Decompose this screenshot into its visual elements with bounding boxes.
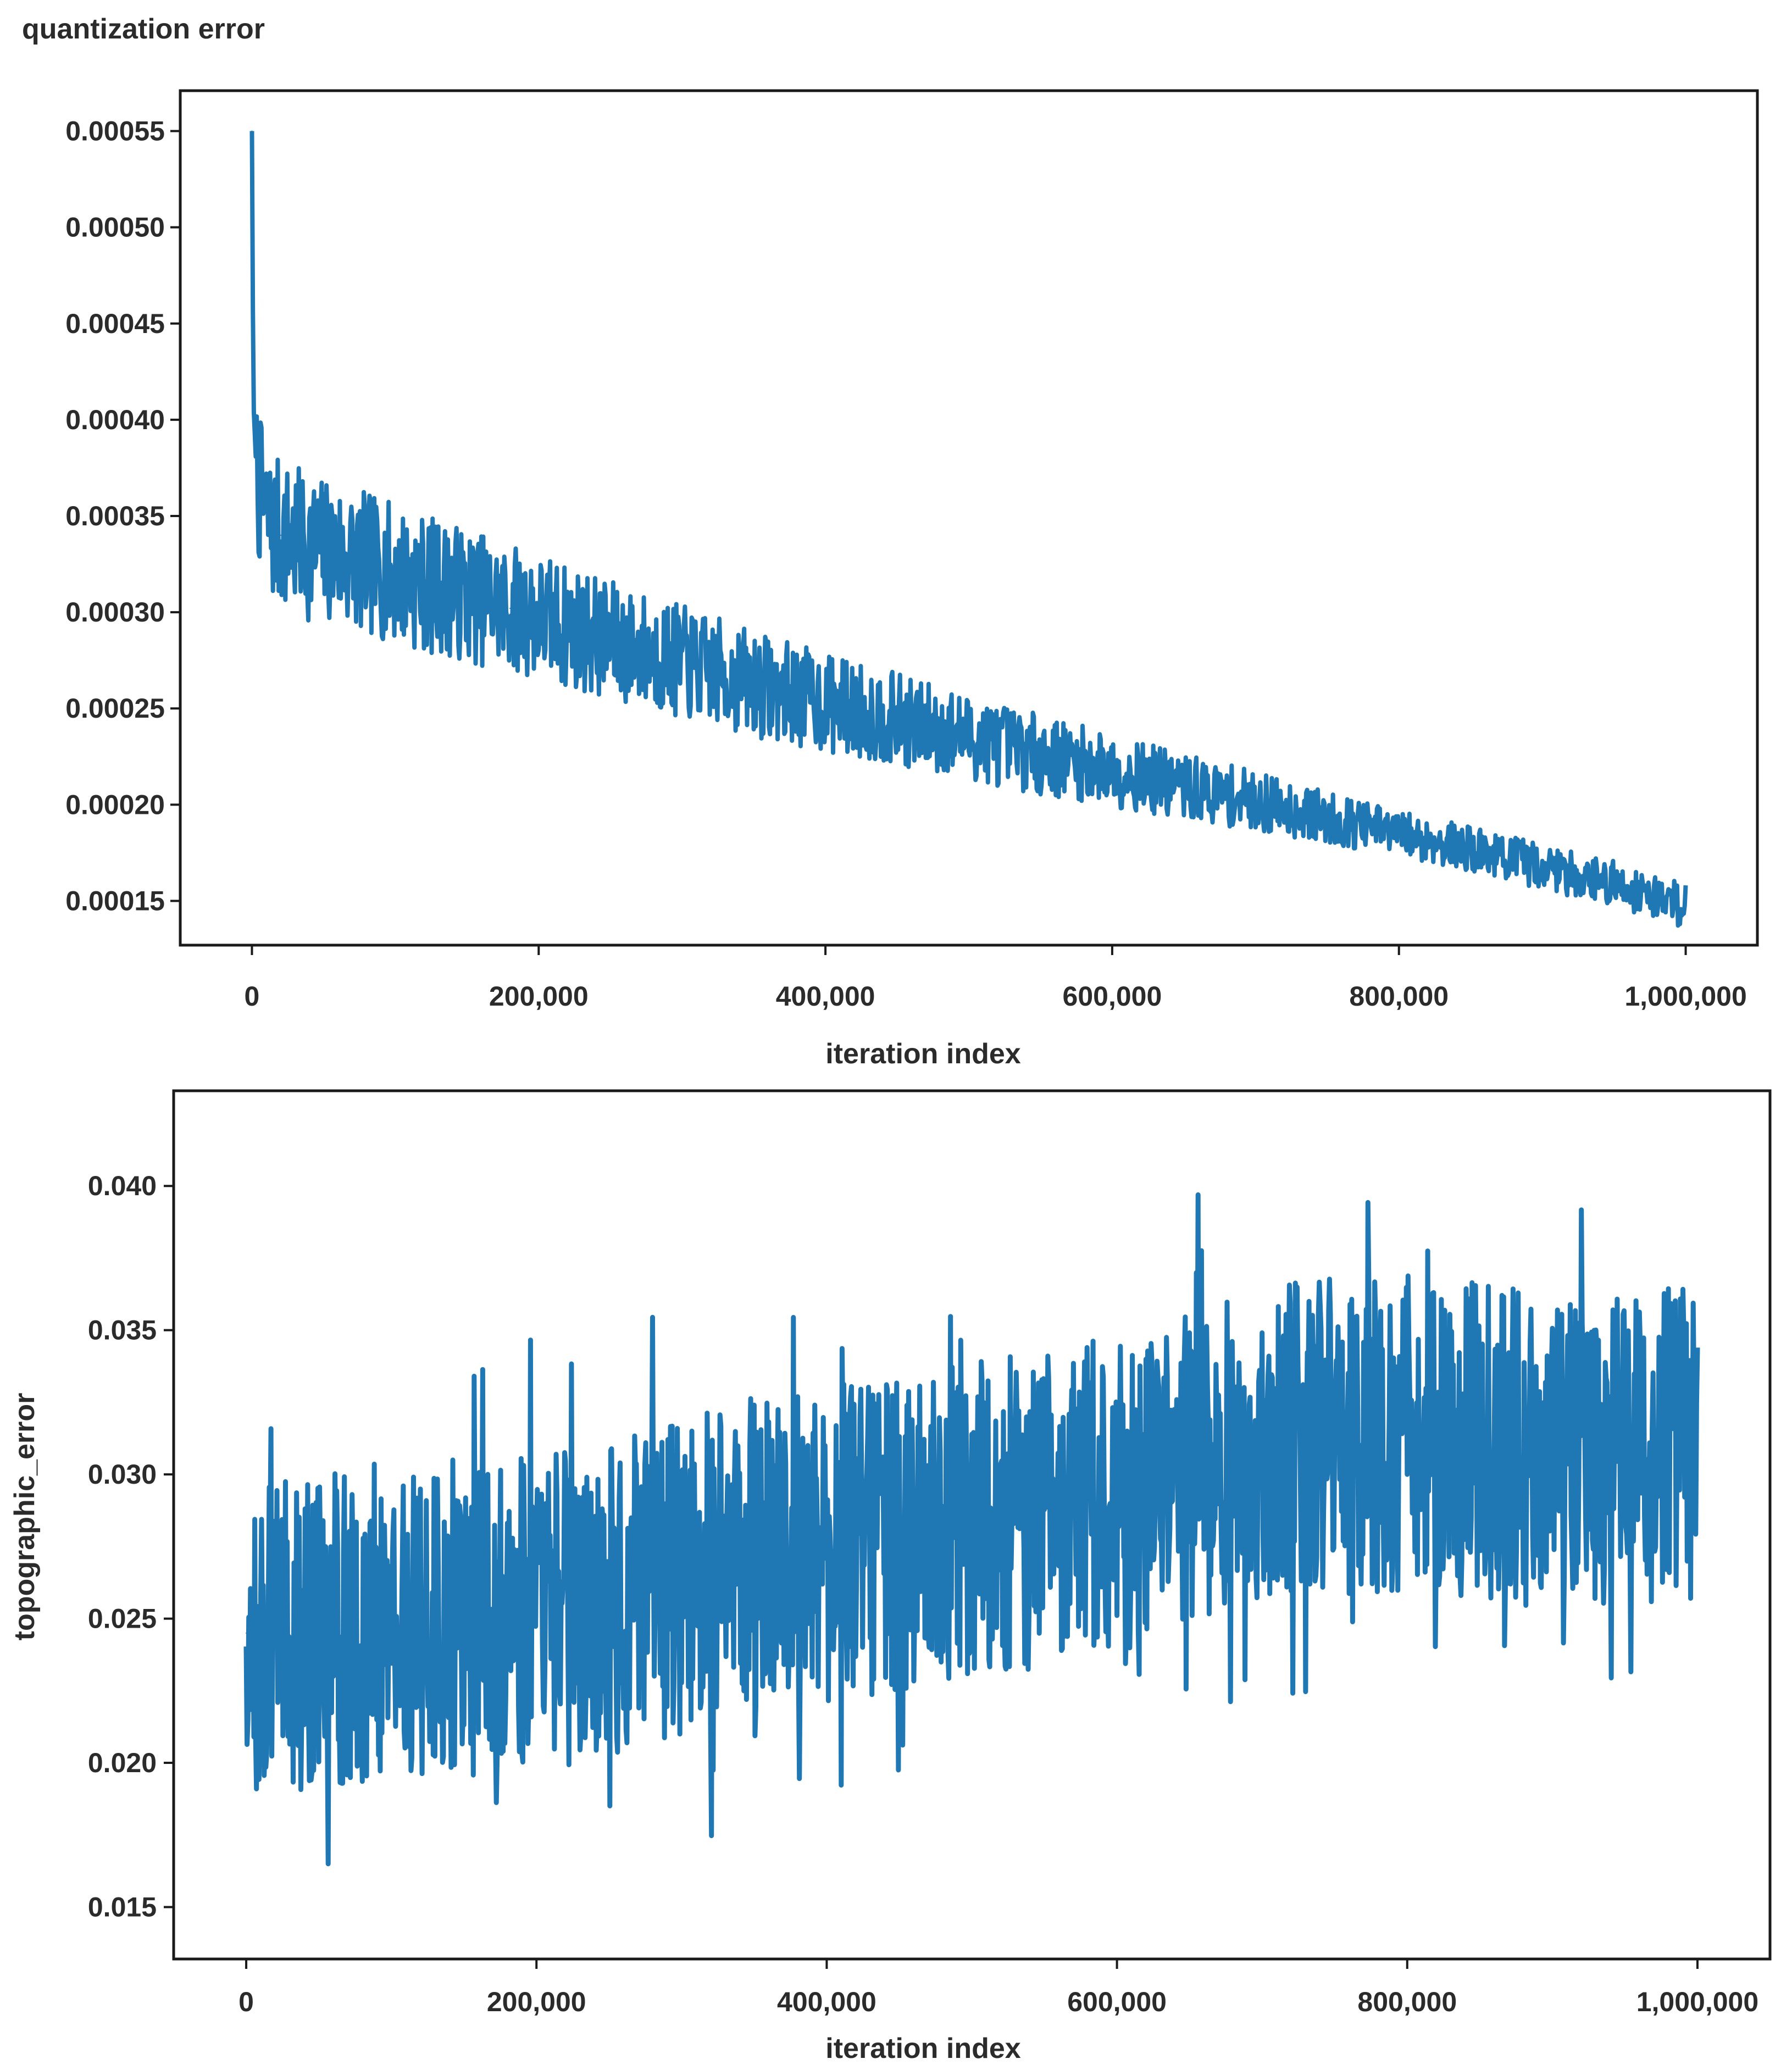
data-point [251, 130, 253, 132]
data-point [253, 399, 254, 401]
data-point [1406, 1430, 1408, 1432]
y-axis-title: quantization error [22, 13, 265, 45]
data-point [1613, 883, 1615, 884]
data-point [463, 1618, 465, 1619]
data-point [825, 702, 826, 703]
data-point [366, 563, 368, 565]
y-tick-label: 0.00020 [65, 789, 165, 820]
y-axis-title: topographic_error [9, 1393, 41, 1641]
data-point [509, 608, 511, 609]
y-tick-label: 0.00015 [65, 885, 165, 916]
series-marks [249, 130, 1688, 928]
y-tick-label: 0.025 [88, 1603, 157, 1634]
x-tick-label: 800,000 [1357, 1986, 1457, 2017]
data-point [536, 1609, 537, 1611]
x-axis-title: iteration index [825, 2033, 1020, 2065]
data-point [1470, 848, 1472, 850]
data-point [1040, 754, 1041, 756]
series-line [249, 131, 1688, 928]
axis-ticks: 0.00015 0.00020 0.00025 0.00030 0.00035 0.000… [65, 116, 1747, 1012]
x-tick-label: 800,000 [1349, 981, 1449, 1012]
y-tick-label: 0.00025 [65, 693, 165, 724]
data-point [608, 1603, 610, 1605]
series-line [243, 1192, 1700, 1867]
data-point [753, 1555, 755, 1556]
data-point [609, 640, 611, 642]
data-point [1261, 1445, 1263, 1446]
x-tick-label: 0 [245, 981, 260, 1012]
x-tick-label: 200,000 [489, 981, 589, 1012]
data-point [968, 736, 969, 738]
y-tick-label: 0.00035 [65, 501, 165, 531]
x-tick-label: 1,000,000 [1636, 1986, 1758, 2017]
data-point [280, 535, 281, 536]
x-tick-label: 0 [238, 1986, 254, 2017]
data-point [318, 1632, 320, 1634]
data-point [1541, 865, 1543, 867]
x-tick-label: 1,000,000 [1624, 981, 1746, 1012]
data-point [1398, 833, 1400, 834]
y-tick-label: 0.00045 [65, 308, 165, 339]
quantization-error-chart: quantization error iteration index 0.000… [22, 13, 1759, 1070]
x-tick-label: 200,000 [487, 1986, 586, 2017]
data-point [896, 719, 898, 721]
data-point [1116, 1494, 1118, 1495]
data-point [1696, 1445, 1698, 1446]
data-point [466, 594, 468, 596]
y-tick-label: 0.015 [88, 1892, 157, 1923]
y-tick-label: 0.00055 [65, 116, 165, 147]
data-point [337, 554, 339, 556]
y-tick-label: 0.040 [88, 1170, 157, 1201]
data-point [308, 546, 310, 548]
data-point [1255, 800, 1256, 802]
data-point [395, 573, 396, 575]
data-point [1327, 817, 1328, 819]
x-tick-label: 600,000 [1067, 1986, 1167, 2017]
x-axis-title: iteration index [825, 1038, 1020, 1070]
data-point [681, 1574, 683, 1576]
data-point [1189, 1465, 1190, 1467]
data-point [1183, 786, 1185, 788]
data-point [268, 525, 270, 526]
data-point [1479, 1439, 1480, 1441]
axis-ticks: 0.015 0.020 0.025 0.030 0.035 0.040 0 200,000 40… [88, 1170, 1758, 2017]
data-point [898, 1531, 900, 1533]
data-point [256, 467, 257, 469]
data-point [1044, 1508, 1045, 1510]
data-point [826, 1546, 828, 1547]
x-tick-label: 400,000 [776, 981, 875, 1012]
data-point [1111, 769, 1113, 771]
plot-frame [179, 89, 1759, 947]
plot-frame [172, 1089, 1772, 1961]
y-tick-label: 0.00050 [65, 212, 165, 243]
x-tick-label: 600,000 [1063, 981, 1162, 1012]
data-point [423, 582, 425, 584]
topographic-error-chart: topographic_error iteration index 0.0150… [9, 1089, 1772, 2065]
x-tick-label: 400,000 [777, 1986, 876, 2017]
y-tick-label: 0.00040 [65, 404, 165, 435]
data-point [294, 540, 296, 542]
data-point [1624, 1445, 1625, 1446]
y-tick-label: 0.030 [88, 1459, 157, 1490]
data-point [391, 1618, 392, 1619]
data-point [260, 496, 262, 497]
y-tick-label: 0.00030 [65, 597, 165, 628]
series-marks [243, 1192, 1700, 1867]
data-point [971, 1517, 973, 1518]
data-point [538, 615, 540, 617]
data-point [681, 662, 683, 663]
y-tick-label: 0.035 [88, 1315, 157, 1346]
data-point [246, 1632, 247, 1634]
data-point [1334, 1436, 1335, 1438]
data-point [1551, 1451, 1553, 1452]
data-point [1685, 904, 1686, 906]
data-point [753, 682, 754, 684]
y-tick-label: 0.020 [88, 1747, 157, 1778]
